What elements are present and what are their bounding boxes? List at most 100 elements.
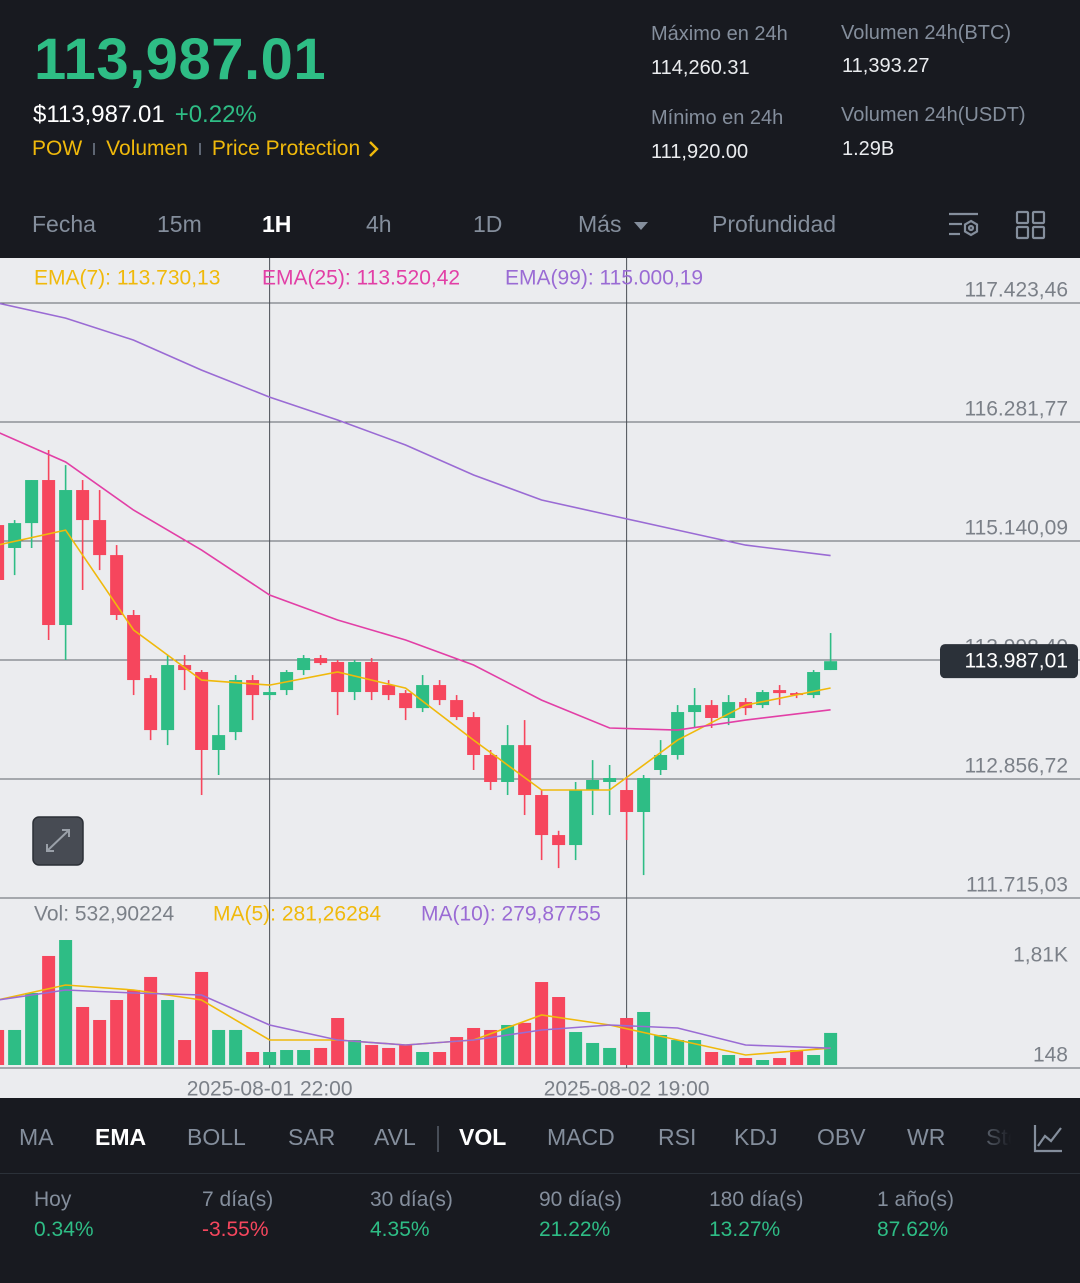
stat-value: 11,393.27 xyxy=(842,55,930,77)
price-tag-bg xyxy=(940,644,1078,679)
timeframe-tab[interactable]: 1D xyxy=(473,211,503,237)
volume-bar xyxy=(824,1032,838,1065)
candle-body xyxy=(467,717,481,755)
volume-bar xyxy=(807,1055,821,1065)
volume-bar xyxy=(790,1050,804,1065)
timeframe-tab[interactable]: 15m xyxy=(157,211,202,237)
candle-body xyxy=(484,754,498,782)
indicator-line xyxy=(0,529,831,791)
volume-bar xyxy=(110,1000,124,1065)
indicator-tab[interactable]: SAR xyxy=(288,1124,336,1150)
indicator-tab[interactable]: VOL xyxy=(459,1124,507,1150)
volume-bar xyxy=(297,1050,311,1065)
period-label: 7 día(s) xyxy=(202,1188,274,1211)
indicator-tab[interactable]: KDJ xyxy=(734,1124,778,1150)
volume-bar xyxy=(739,1058,753,1065)
volume-bar xyxy=(722,1055,736,1065)
indicator-tab[interactable]: WR xyxy=(907,1124,946,1150)
tag[interactable]: Volumen xyxy=(106,137,188,160)
volume-bar xyxy=(569,1032,583,1065)
candle-body xyxy=(399,693,413,709)
period-label: 180 día(s) xyxy=(709,1188,804,1211)
indicator-tab[interactable]: EMA xyxy=(95,1124,147,1150)
indicator-tab[interactable]: MA xyxy=(19,1124,54,1150)
y-tick-label: 111.715,03 xyxy=(966,874,1068,897)
indicator-line xyxy=(0,432,831,731)
candle-body xyxy=(331,662,345,693)
volume-tick-label: 148 xyxy=(1033,1044,1068,1067)
timeframe-tab[interactable]: Fecha xyxy=(32,211,96,237)
tag[interactable]: Price Protection xyxy=(211,137,361,160)
candle-body xyxy=(348,662,362,693)
timeframe-tab[interactable]: 4h xyxy=(366,211,392,237)
period-value: 0.34% xyxy=(34,1218,94,1241)
volume-bar xyxy=(552,997,566,1065)
fiat-price-row: $113,987.01 +0.22% xyxy=(33,101,257,129)
separator xyxy=(198,143,201,155)
layout-icon[interactable] xyxy=(1015,210,1047,240)
volume-bar xyxy=(93,1019,107,1065)
volume-bar xyxy=(331,1018,345,1065)
indicator-line xyxy=(0,302,831,557)
price-tag: 113.987,01 xyxy=(964,650,1068,673)
chevron-icon xyxy=(369,141,379,157)
y-tick-label: 112.856,72 xyxy=(964,755,1068,778)
volume-bar xyxy=(688,1040,702,1065)
legend-entry: MA(10): 279,87755 xyxy=(421,903,601,926)
stat-value: 114,260.31 xyxy=(651,57,750,79)
period-label: 30 día(s) xyxy=(370,1188,453,1211)
candle-body xyxy=(603,778,617,782)
candle-body xyxy=(705,705,719,718)
volume-bar xyxy=(178,1040,192,1065)
candle-body xyxy=(8,523,22,548)
indicator-tab[interactable]: AVL xyxy=(374,1124,416,1150)
indicator-tab[interactable]: RSI xyxy=(658,1124,697,1150)
volume-bar xyxy=(671,1040,685,1065)
candle-body xyxy=(25,480,39,524)
candle-body xyxy=(365,662,379,693)
candle-body xyxy=(433,685,447,701)
candle-body xyxy=(246,680,260,696)
indicator-tab[interactable]: MACD xyxy=(547,1124,615,1150)
volume-bar xyxy=(144,976,158,1065)
stat-label: Volumen 24h(USDT) xyxy=(841,104,1026,126)
chart-settings-icon[interactable] xyxy=(1032,1122,1064,1154)
indicator-tab[interactable]: BOLL xyxy=(187,1124,246,1150)
y-tick-label: 115.140,09 xyxy=(964,517,1068,540)
stat-label: Mínimo en 24h xyxy=(651,107,784,129)
last-price: 113,987.01 xyxy=(34,27,327,92)
stat-value: 1.29B xyxy=(842,138,895,160)
candle-body xyxy=(297,658,311,671)
timeframe-tab[interactable]: Más xyxy=(578,211,622,237)
candle-body xyxy=(824,661,838,671)
tag[interactable]: POW xyxy=(32,137,83,160)
candle-body xyxy=(382,685,396,696)
candle-body xyxy=(416,685,430,709)
candle-body xyxy=(0,525,5,580)
candle-body xyxy=(552,835,566,846)
candle-body xyxy=(518,745,532,796)
timeframe-tab[interactable]: 1H xyxy=(262,211,292,237)
legend-entry: EMA(25): 113.520,42 xyxy=(262,267,460,290)
settings-icon[interactable] xyxy=(946,209,982,241)
y-tick-label: 117.423,46 xyxy=(964,279,1068,302)
indicator-tab[interactable]: OBV xyxy=(817,1124,866,1150)
indicator-line xyxy=(0,989,831,1049)
legend-entry: EMA(99): 115.000,19 xyxy=(505,267,703,290)
expand-button[interactable] xyxy=(32,816,84,866)
volume-bar xyxy=(416,1052,430,1065)
candle-body xyxy=(535,795,549,836)
period-value: 21.22% xyxy=(539,1218,611,1241)
indicator-bar xyxy=(0,1098,1080,1174)
separator xyxy=(93,143,96,155)
candle-body xyxy=(263,692,277,696)
period-value: 87.62% xyxy=(877,1218,949,1241)
timeframe-tab[interactable]: Profundidad xyxy=(712,211,837,237)
volume-bar xyxy=(756,1060,770,1065)
stat-value: 111,920.00 xyxy=(651,141,749,163)
legend-entry: MA(5): 281,26284 xyxy=(213,903,381,926)
candle-body xyxy=(229,680,243,733)
volume-bar xyxy=(76,1006,90,1065)
volume-bar xyxy=(348,1040,362,1065)
volume-bar xyxy=(195,971,209,1065)
